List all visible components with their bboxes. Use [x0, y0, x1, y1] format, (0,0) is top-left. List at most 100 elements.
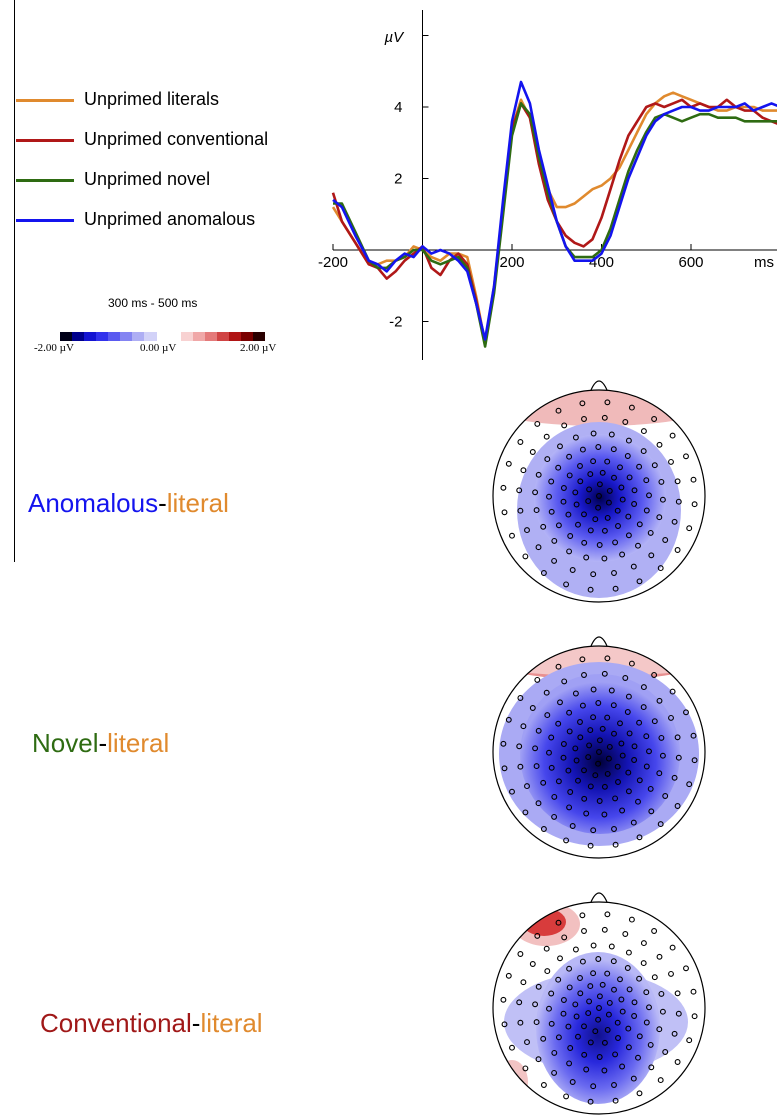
- electrode-marker: [601, 527, 608, 534]
- electrode-marker: [595, 700, 602, 706]
- topomap-novel-literal: [492, 636, 706, 859]
- electrode-marker: [572, 690, 579, 697]
- colorbar-segment: [192, 332, 205, 341]
- electrode-marker: [517, 763, 524, 770]
- electrode-marker: [555, 919, 562, 926]
- electrode-marker: [590, 942, 597, 949]
- electrode-marker: [529, 961, 536, 967]
- electrode-marker: [555, 720, 562, 727]
- electrode-marker: [612, 1051, 619, 1058]
- electrode-marker: [581, 672, 587, 678]
- electrode-marker: [579, 912, 586, 919]
- electrode-marker: [625, 769, 632, 776]
- electrode-marker: [509, 1044, 515, 1051]
- electrode-marker: [590, 970, 597, 977]
- electrode-marker: [573, 1013, 580, 1020]
- electrode-marker: [636, 463, 643, 470]
- electrode-marker: [631, 1013, 638, 1019]
- electrode-marker: [505, 972, 512, 979]
- electrode-marker: [656, 441, 663, 448]
- colorbar-segment: [72, 332, 85, 341]
- electrode-marker: [534, 676, 541, 683]
- electrode-marker: [690, 732, 697, 739]
- electrode-marker: [565, 1023, 572, 1030]
- electrode-marker: [540, 1035, 547, 1042]
- electrode-marker: [614, 763, 621, 770]
- electrode-marker: [604, 399, 611, 406]
- electrode-marker: [647, 1041, 654, 1048]
- electrode-marker: [581, 1023, 587, 1030]
- electrode-marker: [533, 1019, 540, 1026]
- electrode-marker: [640, 940, 647, 947]
- electrode-marker: [619, 752, 626, 759]
- electrode-marker: [622, 419, 629, 425]
- electrode-marker: [605, 499, 612, 506]
- electrode-marker: [595, 956, 602, 962]
- electrode-marker: [560, 498, 567, 505]
- electrode-marker: [585, 498, 592, 505]
- electrode-marker: [599, 469, 606, 476]
- electrode-marker: [611, 570, 617, 576]
- electrode-marker: [551, 793, 558, 800]
- colorbar-scale: [60, 332, 266, 341]
- electrode-marker: [635, 1054, 641, 1061]
- electrode-marker: [509, 532, 515, 539]
- colorbar-segment: [253, 332, 266, 341]
- electrode-marker: [577, 975, 583, 981]
- electrode-marker: [618, 484, 625, 491]
- electrode-marker: [592, 1028, 599, 1035]
- electrode-marker: [575, 1033, 581, 1040]
- electrode-marker: [656, 953, 663, 960]
- electrode-marker: [640, 684, 647, 691]
- electrode-marker: [624, 965, 631, 971]
- electrode-marker: [561, 422, 568, 429]
- electrode-marker: [520, 723, 527, 730]
- electrode-marker: [565, 511, 572, 518]
- electrode-marker: [585, 754, 592, 761]
- electrode-marker: [611, 826, 617, 832]
- electrode-marker: [569, 823, 576, 829]
- electrode-marker: [691, 757, 698, 764]
- electrode-marker: [636, 521, 643, 528]
- electrode-marker: [575, 777, 581, 784]
- electrode-marker: [567, 533, 574, 539]
- electrode-marker: [628, 660, 635, 667]
- electrode-marker: [596, 737, 603, 744]
- electrode-marker: [610, 702, 617, 709]
- electrode-marker: [662, 1049, 669, 1055]
- electrode-marker: [548, 764, 555, 771]
- electrode-marker: [590, 571, 597, 578]
- electrode-marker: [615, 779, 621, 785]
- electrode-marker: [505, 716, 512, 723]
- series-line-unprimed-anomalous: [332, 80, 777, 341]
- electrode-marker: [543, 689, 550, 696]
- x-tick-label: -200: [318, 254, 348, 271]
- electrode-marker: [540, 779, 547, 786]
- electrode-marker: [560, 754, 567, 761]
- electrode-marker: [675, 754, 682, 761]
- electrode-marker: [569, 567, 576, 573]
- electrode-marker: [643, 733, 650, 740]
- electrode-marker: [522, 553, 529, 560]
- electrode-marker: [662, 537, 669, 543]
- electrode-marker: [651, 672, 658, 678]
- electrode-marker: [587, 1039, 594, 1046]
- electrode-marker: [548, 990, 555, 997]
- electrode-marker: [560, 741, 567, 747]
- y-tick-label: 2: [394, 171, 402, 188]
- electrode-marker: [533, 507, 540, 514]
- electrode-marker: [648, 808, 655, 815]
- electrode-marker: [595, 504, 602, 511]
- electrode-marker: [625, 437, 632, 444]
- electrode-marker: [535, 544, 542, 551]
- electrode-marker: [683, 453, 689, 460]
- electrode-marker: [636, 777, 643, 784]
- electrode-marker: [601, 555, 608, 562]
- electrode-marker: [540, 570, 547, 576]
- electrode-marker: [579, 400, 586, 407]
- electrode-marker: [631, 999, 638, 1006]
- electrode-marker: [551, 537, 558, 544]
- electrode-marker: [561, 678, 568, 685]
- electrode-marker: [635, 798, 641, 805]
- electrode-marker: [596, 993, 603, 1000]
